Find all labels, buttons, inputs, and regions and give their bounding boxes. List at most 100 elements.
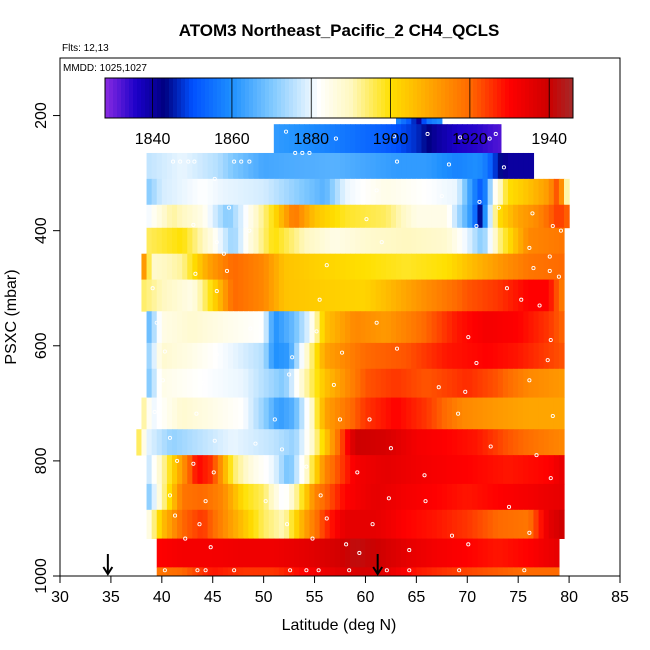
heatmap-cell <box>166 397 173 430</box>
heatmap-cell <box>396 509 402 539</box>
heatmap-cell <box>334 483 341 511</box>
heatmap-cell <box>482 253 489 280</box>
heatmap-cell <box>278 124 285 154</box>
heatmap-cell <box>273 342 280 370</box>
heatmap-cell <box>207 342 214 370</box>
colorbar-tick-label: 1940 <box>531 131 567 148</box>
heatmap-cell <box>528 204 535 229</box>
heatmap-cell <box>548 538 555 568</box>
heatmap-cell <box>467 429 473 456</box>
heatmap-cell <box>385 253 392 280</box>
heatmap-cell <box>533 227 540 255</box>
heatmap-cell <box>502 178 509 206</box>
heatmap-cell <box>513 279 519 312</box>
sample-point <box>197 522 202 527</box>
heatmap-cell <box>329 429 336 456</box>
heatmap-cell <box>441 397 448 430</box>
heatmap-cell <box>370 204 377 229</box>
heatmap-cell <box>314 342 321 370</box>
heatmap-cell <box>166 279 173 312</box>
heatmap-cell <box>156 152 163 180</box>
colorbar-segment <box>457 78 462 118</box>
colorbar-segment <box>245 78 250 118</box>
heatmap-cell <box>187 227 193 255</box>
heatmap-cell <box>177 178 183 206</box>
heatmap-cell <box>263 227 270 255</box>
heatmap-cell <box>212 483 219 511</box>
heatmap-cell <box>340 311 346 344</box>
heatmap-cell <box>172 483 178 511</box>
colorbar-segment <box>221 78 226 118</box>
heatmap-cell <box>324 311 331 344</box>
heatmap-cell <box>416 429 423 456</box>
heatmap-cell <box>462 368 468 398</box>
heatmap-cell <box>314 509 321 539</box>
heatmap-cell <box>284 152 290 180</box>
heatmap-cell <box>243 397 249 430</box>
colorbar-segment <box>109 78 114 118</box>
heatmap-cell <box>553 509 560 539</box>
heatmap-cell <box>258 311 265 344</box>
heatmap-cell <box>421 253 428 280</box>
heatmap-cell <box>411 178 417 206</box>
heatmap-cell <box>146 204 153 229</box>
heatmap-cell <box>436 311 443 344</box>
heatmap-cell <box>233 178 239 206</box>
heatmap-cell <box>340 509 346 539</box>
colorbar-segment <box>157 78 162 118</box>
colorbar-segment <box>437 78 442 118</box>
heatmap-cell <box>396 483 402 511</box>
heatmap-cell <box>446 279 453 312</box>
heatmap-cell <box>243 368 249 398</box>
heatmap-cell <box>329 455 336 485</box>
heatmap-cell <box>401 178 407 206</box>
colorbar-tick-label: 1840 <box>135 131 171 148</box>
heatmap-cell <box>462 538 468 568</box>
colorbar-segment <box>153 78 158 118</box>
heatmap-cell <box>452 178 458 206</box>
colorbar-segment <box>533 78 538 118</box>
heatmap-band-13 <box>136 429 565 456</box>
heatmap-cell <box>192 538 199 568</box>
heatmap-cell <box>508 227 514 255</box>
heatmap-cell <box>436 538 443 568</box>
heatmap-cell <box>411 152 417 180</box>
heatmap-cell <box>375 227 382 255</box>
heatmap-cell <box>197 397 204 430</box>
sample-point <box>232 568 237 573</box>
heatmap-cell <box>543 227 550 255</box>
colorbar-segment <box>301 78 306 118</box>
heatmap-cell <box>401 227 407 255</box>
heatmap-cell <box>523 483 529 511</box>
heatmap-cell <box>375 311 382 344</box>
heatmap-cell <box>385 368 392 398</box>
heatmap-cell <box>166 509 173 539</box>
heatmap-cell <box>172 178 178 206</box>
heatmap-cell <box>207 311 214 344</box>
heatmap-cell <box>334 227 341 255</box>
heatmap-cell <box>238 253 244 280</box>
heatmap-cell <box>548 397 555 430</box>
heatmap-cell <box>497 429 504 456</box>
heatmap-cell <box>197 311 204 344</box>
sample-point <box>519 297 524 302</box>
heatmap-cell <box>263 311 270 344</box>
heatmap-cell <box>467 368 473 398</box>
heatmap-cell <box>151 253 158 280</box>
heatmap-cell <box>217 178 224 206</box>
heatmap-cell <box>197 567 204 576</box>
heatmap-cell <box>487 124 494 154</box>
heatmap-cell <box>406 279 412 312</box>
heatmap-cell <box>518 279 524 312</box>
heatmap-cell <box>523 342 529 370</box>
heatmap-cell <box>436 178 443 206</box>
heatmap-cell <box>502 152 509 180</box>
heatmap-cell <box>431 397 438 430</box>
heatmap-cell <box>467 509 473 539</box>
heatmap-cell <box>192 253 199 280</box>
heatmap-cell <box>513 429 519 456</box>
heatmap-cell <box>248 368 255 398</box>
heatmap-cell <box>355 342 361 370</box>
heatmap-cell <box>467 253 473 280</box>
colorbar-segment <box>185 78 190 118</box>
